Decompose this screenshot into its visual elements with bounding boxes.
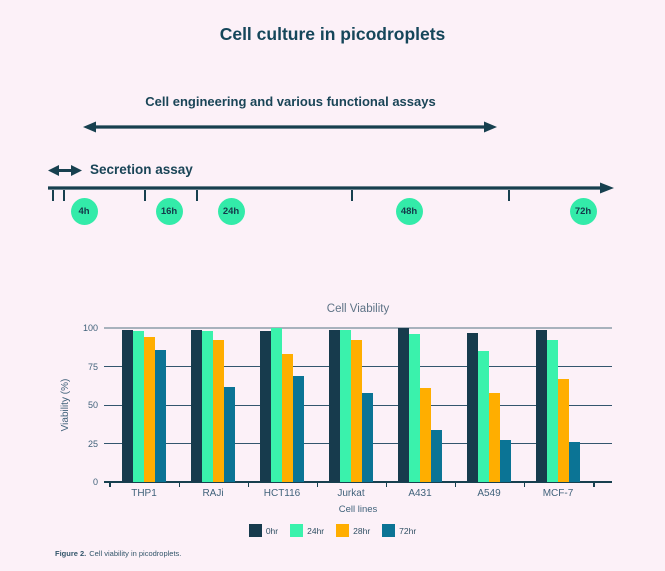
legend-label: 28hr bbox=[353, 525, 371, 536]
bar bbox=[351, 340, 362, 482]
bar bbox=[420, 388, 431, 482]
page-title: Cell culture in picodroplets bbox=[219, 24, 446, 44]
bar bbox=[409, 334, 420, 482]
bar bbox=[260, 331, 271, 482]
bar bbox=[467, 332, 478, 482]
bar bbox=[398, 328, 409, 482]
engineering-double-arrow-icon bbox=[83, 121, 497, 133]
x-axis-tick bbox=[523, 483, 525, 487]
legend-item: 0hr bbox=[248, 524, 279, 537]
timeline-tick bbox=[63, 190, 65, 201]
chart-title: Cell Viability bbox=[326, 303, 390, 315]
bar bbox=[569, 441, 580, 482]
bar bbox=[293, 375, 304, 482]
bar bbox=[329, 329, 340, 482]
bar bbox=[224, 386, 235, 482]
x-axis-tick bbox=[109, 483, 111, 487]
timeline-point: 24h bbox=[217, 198, 245, 225]
bar bbox=[489, 392, 500, 482]
y-tick-label: 25 bbox=[87, 438, 98, 449]
category-label: Jurkat bbox=[337, 488, 365, 499]
category-label: A549 bbox=[477, 488, 501, 499]
x-axis-tick bbox=[178, 483, 180, 487]
y-tick-label: 50 bbox=[87, 400, 98, 410]
bar bbox=[362, 392, 373, 482]
bar bbox=[271, 328, 282, 482]
bar bbox=[500, 440, 511, 482]
y-tick-label: 0 bbox=[92, 477, 98, 487]
figure-caption-text: Cell viability in picodroplets. bbox=[89, 549, 182, 558]
legend-label: 0hr bbox=[265, 525, 279, 536]
legend-swatch bbox=[290, 524, 304, 537]
bar bbox=[191, 329, 202, 482]
timeline-point: 4h bbox=[70, 198, 98, 225]
bar bbox=[144, 337, 155, 482]
figure-caption: Figure 2. Cell viability in picodroplets. bbox=[55, 549, 181, 558]
timeline-tick bbox=[144, 190, 146, 201]
category-label: A431 bbox=[408, 488, 432, 499]
bar bbox=[536, 329, 547, 482]
gridline bbox=[104, 327, 612, 329]
x-axis-label: Cell lines bbox=[338, 504, 378, 515]
x-axis-tick bbox=[454, 483, 456, 487]
bar bbox=[340, 329, 351, 482]
bar bbox=[155, 349, 166, 482]
timeline-tick bbox=[508, 190, 510, 201]
legend-label: 24hr bbox=[307, 525, 325, 536]
bar bbox=[282, 354, 293, 482]
category-label: HCT116 bbox=[263, 488, 301, 499]
bar bbox=[122, 329, 133, 482]
category-label: THP1 bbox=[131, 488, 157, 499]
x-axis-tick bbox=[316, 483, 318, 487]
timeline-tick bbox=[351, 190, 353, 201]
timeline-axis bbox=[48, 182, 614, 194]
legend-label: 72hr bbox=[399, 525, 417, 536]
legend-swatch bbox=[382, 524, 396, 537]
legend-item: 28hr bbox=[336, 524, 370, 537]
x-axis-tick bbox=[593, 483, 595, 487]
legend: 0hr 24hr 28hr 72hr bbox=[0, 524, 665, 537]
timeline-point: 72h bbox=[569, 198, 597, 225]
legend-swatch bbox=[336, 524, 350, 537]
x-axis-tick bbox=[247, 483, 249, 487]
legend-item: 24hr bbox=[290, 524, 324, 537]
x-axis-tick bbox=[385, 483, 387, 487]
timeline-tick bbox=[52, 190, 54, 201]
timeline-point: 16h bbox=[155, 198, 183, 225]
gridline bbox=[104, 481, 612, 483]
timeline-point: 48h bbox=[395, 198, 423, 225]
bar bbox=[202, 331, 213, 482]
category-label: RAJi bbox=[202, 488, 224, 499]
secretion-assay-label: Secretion assay bbox=[90, 162, 193, 177]
legend-swatch bbox=[248, 524, 262, 537]
figure-caption-number: Figure 2. bbox=[55, 549, 87, 558]
timeline-tick bbox=[196, 190, 198, 201]
bar bbox=[213, 340, 224, 482]
bar bbox=[133, 331, 144, 482]
bar bbox=[478, 351, 489, 482]
y-tick-label: 100 bbox=[82, 323, 98, 333]
y-tick-label: 75 bbox=[87, 361, 98, 372]
legend-item: 72hr bbox=[382, 524, 416, 537]
bar bbox=[431, 429, 442, 482]
bar bbox=[547, 340, 558, 482]
engineering-assays-label: Cell engineering and various functional … bbox=[145, 94, 436, 109]
category-label: MCF-7 bbox=[542, 488, 574, 499]
secretion-double-arrow-icon bbox=[48, 165, 82, 176]
bar bbox=[558, 378, 569, 482]
